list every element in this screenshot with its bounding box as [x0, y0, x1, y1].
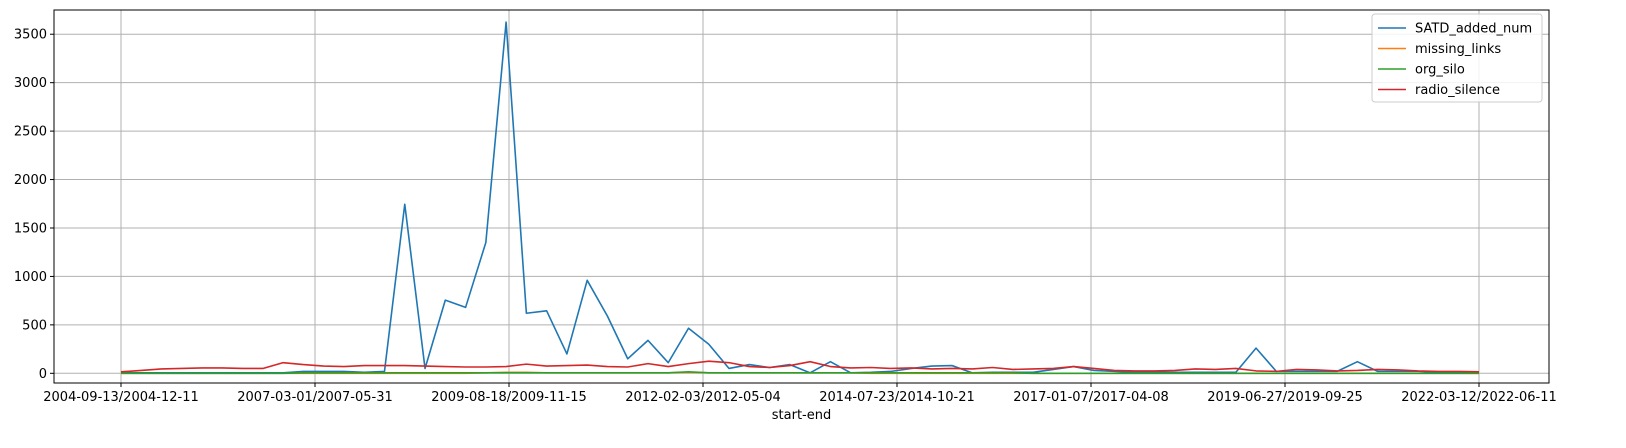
legend-label: radio_silence — [1415, 83, 1500, 98]
y-axis-ticks: 0 500 1000 1500 2000 2500 3000 3500 — [14, 28, 54, 382]
y-tick-label: 500 — [22, 318, 47, 333]
y-tick-label: 3500 — [14, 28, 47, 43]
series-lines — [120, 21, 1480, 375]
x-tick-label: 2012-02-03/2012-05-04 — [625, 390, 780, 405]
y-tick-label: 1500 — [14, 221, 47, 236]
x-axis-ticks: 2004-09-13/2004-12-11 2007-03-01/2007-05-… — [43, 383, 1557, 405]
plot-frame — [53, 9, 1550, 384]
x-tick-label: 2022-03-12/2022-06-11 — [1401, 390, 1556, 405]
x-tick-label: 2014-07-23/2014-10-21 — [819, 390, 974, 405]
series-line-radio-silence — [120, 360, 1480, 373]
x-tick-label: 2009-08-18/2009-11-15 — [431, 390, 586, 405]
y-tick-label: 2500 — [14, 125, 47, 140]
x-tick-label: 2007-03-01/2007-05-31 — [237, 390, 392, 405]
x-tick-label: 2019-06-27/2019-09-25 — [1207, 390, 1362, 405]
series-line-org-silo — [121, 371, 1479, 375]
x-axis-title: start-end — [772, 408, 831, 423]
legend-label: org_silo — [1415, 63, 1465, 78]
y-tick-label: 0 — [39, 367, 47, 382]
legend-box — [1371, 13, 1543, 103]
gridlines — [54, 10, 1549, 383]
legend-label: missing_links — [1415, 42, 1501, 57]
x-tick-label: 2017-01-07/2017-04-08 — [1013, 390, 1168, 405]
legend-label: SATD_added_num — [1415, 22, 1532, 37]
x-tick-label: 2004-09-13/2004-12-11 — [43, 390, 198, 405]
y-tick-label: 1000 — [14, 270, 47, 285]
y-tick-label: 2000 — [14, 173, 47, 188]
y-tick-label: 3000 — [14, 76, 47, 91]
series-line-SATD-added-num — [121, 21, 1480, 374]
legend: SATD_added_num missing_links org_siloradio… — [1371, 13, 1543, 103]
